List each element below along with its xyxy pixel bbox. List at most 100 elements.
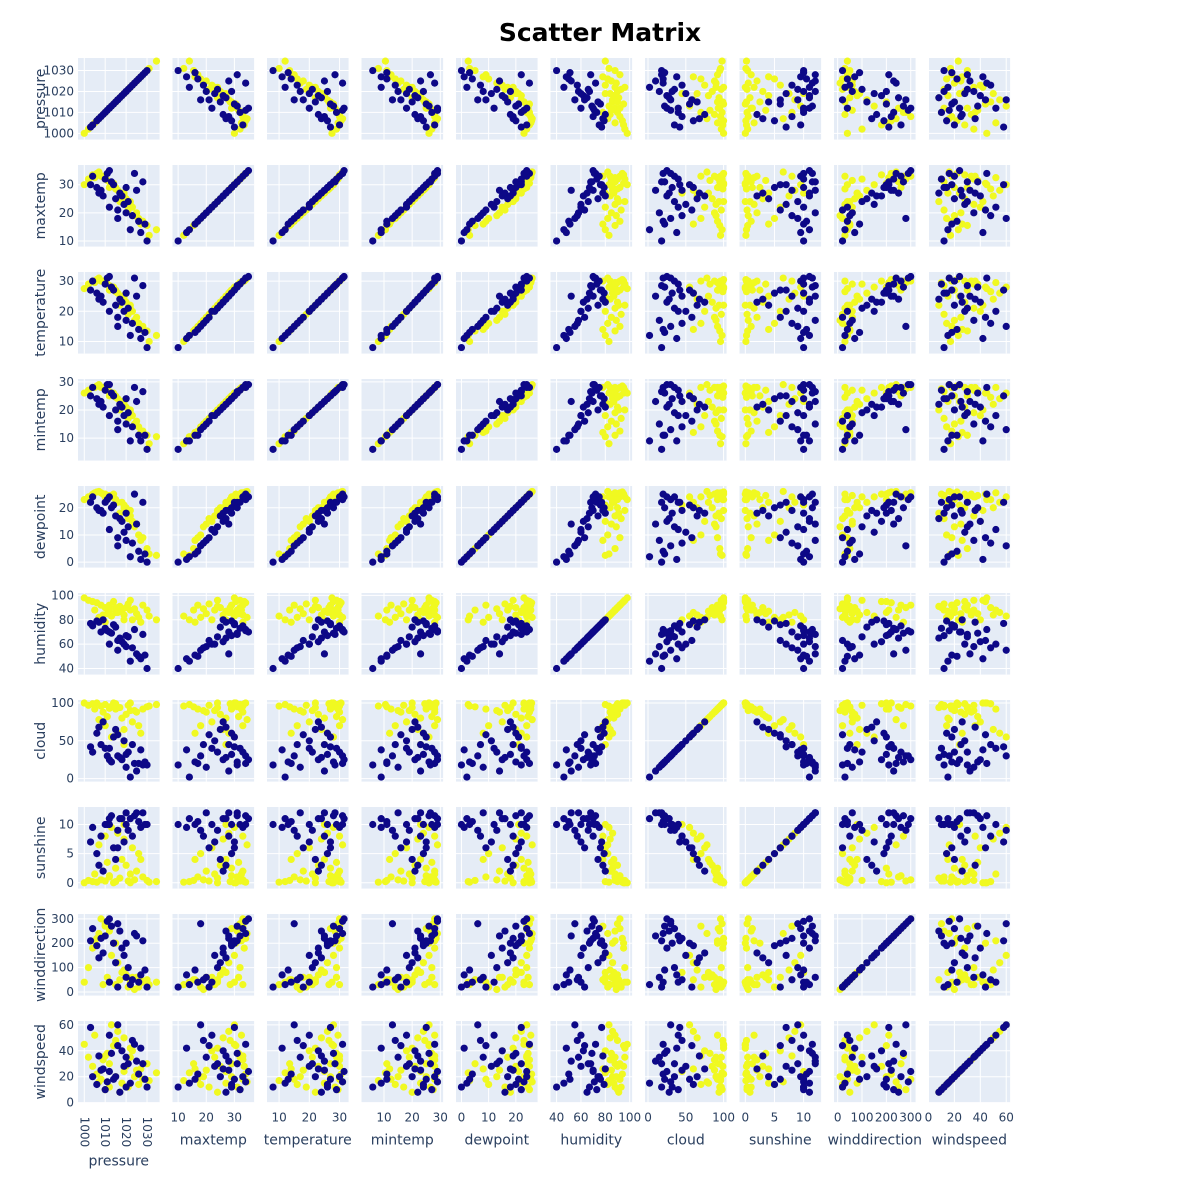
scatter-point xyxy=(682,307,690,315)
scatter-point xyxy=(269,558,277,566)
scatter-point xyxy=(383,758,391,766)
scatter-point xyxy=(782,200,790,208)
scatter-point xyxy=(668,509,676,517)
scatter-point xyxy=(290,752,298,760)
scatter-point xyxy=(581,534,589,542)
scatter-point xyxy=(302,701,310,709)
scatter-point xyxy=(907,493,915,501)
scatter-point xyxy=(311,98,319,106)
scatter-point xyxy=(987,212,995,220)
scatter-point xyxy=(408,699,416,707)
scatter-point xyxy=(208,718,216,726)
scatter-point xyxy=(697,172,705,180)
scatter-point xyxy=(788,383,796,392)
scatter-point xyxy=(743,206,751,214)
scatter-point xyxy=(566,431,574,439)
scatter-point xyxy=(992,119,1000,127)
scatter-point xyxy=(935,400,943,408)
scatter-point xyxy=(670,409,679,417)
scatter-point xyxy=(243,716,251,724)
scatter-point xyxy=(841,393,849,401)
scatter-point xyxy=(838,445,847,453)
scatter-point xyxy=(99,708,107,716)
scatter-point xyxy=(182,655,191,663)
scatter-point xyxy=(422,619,430,628)
scatter-point xyxy=(601,331,609,340)
scatter-point xyxy=(400,701,408,709)
scatter-point xyxy=(970,420,978,428)
scatter-point xyxy=(386,729,394,737)
scatter-point xyxy=(940,289,948,297)
scatter-point xyxy=(284,328,292,337)
scatter-point xyxy=(391,539,399,547)
scatter-point xyxy=(296,605,304,613)
scatter-point xyxy=(126,699,134,707)
scatter-point xyxy=(464,57,472,65)
scatter-point xyxy=(868,618,876,626)
scatter-point xyxy=(987,185,995,193)
scatter-point xyxy=(552,237,561,245)
scatter-point xyxy=(191,651,199,659)
scatter-point xyxy=(713,71,722,79)
scatter-point xyxy=(873,110,881,119)
scatter-point xyxy=(868,506,876,515)
scatter-point xyxy=(611,119,619,127)
scatter-point xyxy=(613,185,622,193)
scatter-point xyxy=(244,493,253,501)
scatter-point xyxy=(753,520,761,528)
scatter-point xyxy=(848,280,856,288)
scatter-point xyxy=(1000,392,1008,400)
scatter-point xyxy=(663,167,671,175)
scatter-point xyxy=(882,509,890,517)
scatter-point xyxy=(838,534,847,542)
scatter-point xyxy=(979,596,987,604)
scatter-point xyxy=(338,115,347,123)
scatter-point xyxy=(122,316,130,324)
scatter-point xyxy=(509,197,517,206)
scatter-point xyxy=(782,619,790,628)
scatter-point xyxy=(811,420,819,428)
scatter-point xyxy=(963,544,971,553)
scatter-point xyxy=(91,606,99,614)
scatter-point xyxy=(567,186,575,194)
scatter-point xyxy=(971,618,979,626)
scatter-point xyxy=(688,534,696,542)
scatter-point xyxy=(805,493,814,501)
scatter-point xyxy=(566,550,574,558)
scatter-point xyxy=(611,327,619,335)
scatter-point xyxy=(599,220,607,228)
scatter-point xyxy=(120,501,128,509)
scatter-point xyxy=(753,313,761,321)
scatter-point xyxy=(846,94,854,102)
scatter-point xyxy=(811,186,819,194)
scatter-point xyxy=(340,628,348,636)
scatter-point xyxy=(95,618,103,626)
scatter-point xyxy=(463,773,471,781)
scatter-point xyxy=(943,117,951,125)
scatter-point xyxy=(466,431,474,439)
scatter-point xyxy=(425,758,433,766)
scatter-point xyxy=(199,523,208,531)
scatter-point xyxy=(573,81,581,89)
scatter-point xyxy=(466,612,474,620)
scatter-point xyxy=(1002,214,1010,223)
scatter-point xyxy=(101,175,109,183)
scatter-point xyxy=(340,272,348,281)
scatter-point xyxy=(800,307,808,315)
scatter-point xyxy=(805,104,814,112)
scatter-point xyxy=(661,283,669,291)
scatter-point xyxy=(776,81,784,89)
scatter-point xyxy=(668,395,676,403)
scatter-point xyxy=(89,172,97,180)
scatter-point xyxy=(227,750,236,759)
scatter-point xyxy=(877,517,886,525)
scatter-point xyxy=(152,331,161,340)
scatter-point xyxy=(114,206,122,214)
scatter-point xyxy=(645,657,654,665)
scatter-point xyxy=(182,334,191,343)
scatter-point xyxy=(225,767,233,775)
scatter-point xyxy=(414,295,422,303)
scatter-point xyxy=(992,383,1000,392)
scatter-point xyxy=(583,295,591,303)
scatter-point xyxy=(466,651,474,659)
